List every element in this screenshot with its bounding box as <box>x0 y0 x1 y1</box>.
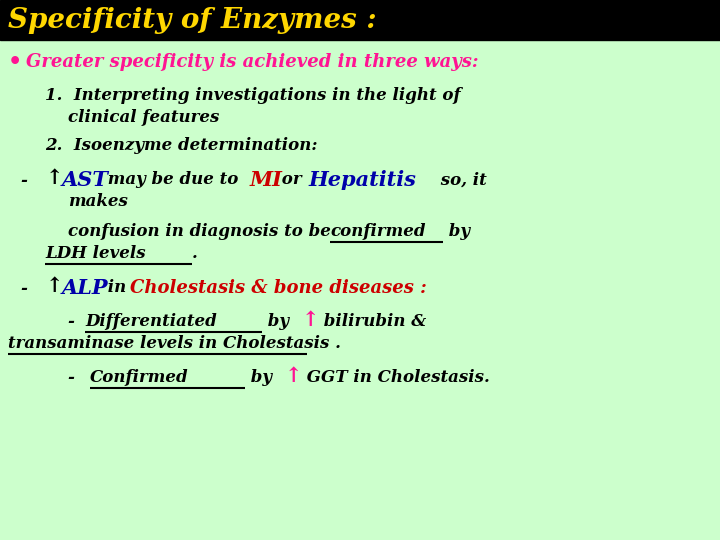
Text: in: in <box>102 280 132 296</box>
Text: ↑: ↑ <box>46 276 63 296</box>
Text: may be due to: may be due to <box>102 172 244 188</box>
FancyBboxPatch shape <box>0 0 720 40</box>
Text: ↑: ↑ <box>46 168 63 188</box>
Text: clinical features: clinical features <box>68 109 220 125</box>
Text: 2.  Isoenzyme determination:: 2. Isoenzyme determination: <box>45 137 318 153</box>
Text: Differentiated: Differentiated <box>85 314 217 330</box>
Text: bilirubin &: bilirubin & <box>318 314 426 330</box>
Text: makes: makes <box>68 193 128 211</box>
Text: by: by <box>262 314 294 330</box>
Text: Cholestasis & bone diseases :: Cholestasis & bone diseases : <box>130 279 427 297</box>
Text: ↑: ↑ <box>302 310 320 330</box>
Text: so, it: so, it <box>435 172 487 188</box>
Text: ALP: ALP <box>62 278 109 298</box>
Text: -: - <box>68 314 81 330</box>
Text: Hepatitis: Hepatitis <box>308 170 416 190</box>
Text: Confirmed: Confirmed <box>90 369 189 387</box>
Text: -: - <box>20 172 27 188</box>
Text: confirmed: confirmed <box>330 224 426 240</box>
Text: -: - <box>68 369 86 387</box>
Text: .: . <box>192 246 198 262</box>
Text: AST: AST <box>62 170 109 190</box>
Text: •: • <box>8 51 22 73</box>
Text: by: by <box>443 224 470 240</box>
Text: ↑: ↑ <box>285 366 302 386</box>
Text: Specificity of Enzymes :: Specificity of Enzymes : <box>8 6 377 33</box>
Text: MI: MI <box>250 170 283 190</box>
Text: Greater specificity is achieved in three ways:: Greater specificity is achieved in three… <box>26 53 479 71</box>
Text: or: or <box>276 172 307 188</box>
Text: -: - <box>20 280 27 296</box>
Text: confusion in diagnosis to be: confusion in diagnosis to be <box>68 224 337 240</box>
Text: LDH levels: LDH levels <box>45 246 145 262</box>
Text: by: by <box>245 369 278 387</box>
Text: transaminase levels in Cholestasis .: transaminase levels in Cholestasis . <box>8 335 341 353</box>
Text: GGT in Cholestasis.: GGT in Cholestasis. <box>301 369 490 387</box>
Text: 1.  Interpreting investigations in the light of: 1. Interpreting investigations in the li… <box>45 86 461 104</box>
